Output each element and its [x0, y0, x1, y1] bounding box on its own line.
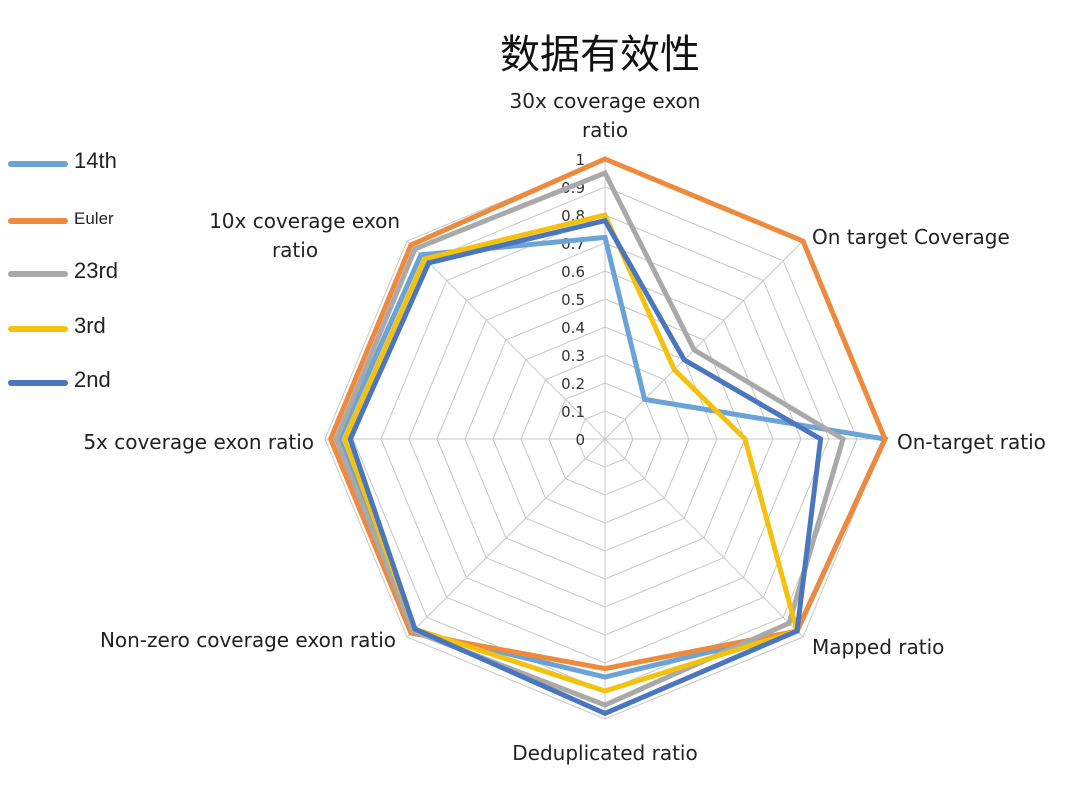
- legend-swatch: [8, 380, 68, 386]
- legend-swatch: [8, 326, 68, 332]
- legend-swatch: [8, 218, 68, 224]
- tick-label: 0.1: [561, 403, 585, 421]
- chart-title: 数据有效性: [500, 32, 700, 78]
- radar-series: [327, 156, 889, 717]
- legend-label: 23rd: [74, 258, 119, 283]
- axis-spoke: [604, 438, 804, 638]
- axis-spoke: [604, 240, 804, 440]
- axis-label: ratio: [582, 118, 628, 142]
- tick-label: 0: [575, 431, 585, 449]
- tick-label: 0.6: [561, 263, 585, 281]
- tick-label: 0.3: [561, 347, 585, 365]
- radar-axis-labels: 30x coverage exon ratio On target Coverage…: [83, 89, 1046, 765]
- series-line-euler: [327, 156, 888, 672]
- axis-spoke: [406, 240, 606, 440]
- series-line-14th: [336, 234, 889, 680]
- tick-label: 0.2: [561, 375, 585, 393]
- legend-label: 3rd: [74, 313, 106, 338]
- legend-label: 14th: [74, 148, 117, 173]
- axis-label: On-target ratio: [897, 430, 1046, 454]
- axis-label: Deduplicated ratio: [512, 741, 697, 765]
- tick-label: 0.4: [561, 319, 585, 337]
- legend-swatch: [8, 271, 68, 277]
- radar-grid: [324, 158, 886, 720]
- axis-label: ratio: [272, 238, 318, 262]
- axis-spoke: [406, 438, 606, 638]
- axis-label: 5x coverage exon ratio: [83, 430, 314, 454]
- legend-label: 2nd: [74, 367, 111, 392]
- legend-label: Euler: [74, 209, 114, 228]
- series-line-3rd: [341, 212, 801, 694]
- tick-label: 1: [575, 151, 585, 169]
- axis-label: Mapped ratio: [812, 635, 944, 659]
- series-line-2nd: [347, 217, 824, 717]
- axis-label: On target Coverage: [812, 225, 1010, 249]
- axis-label: Non-zero coverage exon ratio: [100, 628, 396, 652]
- series-line-23rd: [333, 169, 846, 708]
- tick-label: 0.5: [561, 291, 585, 309]
- axis-label: 10x coverage exon: [209, 209, 400, 233]
- radar-ticks: 00.10.20.30.40.50.60.70.80.91: [561, 151, 585, 449]
- axis-label: 30x coverage exon: [510, 89, 701, 113]
- legend-swatch: [8, 161, 68, 167]
